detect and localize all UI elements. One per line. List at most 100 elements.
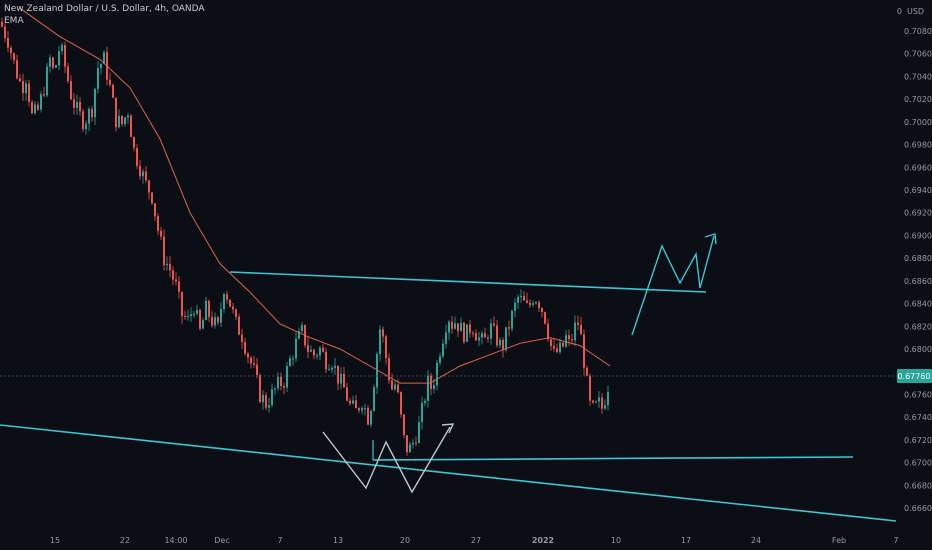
ema-indicator-label: EMA — [4, 16, 24, 26]
candle-body — [277, 376, 279, 389]
candle-body — [541, 308, 543, 313]
candle-body — [568, 335, 570, 340]
neckline[interactable] — [372, 456, 854, 461]
candle-body — [583, 334, 585, 368]
candle-body — [31, 101, 33, 114]
candle-body — [61, 45, 63, 52]
candle-body — [496, 325, 498, 346]
candle-body — [481, 333, 483, 338]
candle-body — [118, 115, 120, 128]
candle-body — [139, 165, 141, 177]
candle-body — [124, 117, 126, 125]
candle-body — [397, 384, 399, 393]
candle-body — [301, 324, 303, 332]
double-bottom-arrow[interactable] — [322, 426, 451, 494]
last-price-tag: 0.67760 — [897, 369, 932, 383]
candle-body — [355, 400, 357, 409]
time-tick-label: 27 — [471, 536, 481, 545]
candle-body — [259, 374, 261, 402]
candle-body — [109, 79, 111, 85]
candle-body — [268, 405, 270, 408]
candle-body — [253, 363, 255, 365]
candle-body — [196, 309, 198, 314]
candle-body — [460, 322, 462, 332]
candle-body — [7, 37, 9, 48]
price-tick-label: 0.66600 — [904, 504, 932, 513]
time-tick-label: 17 — [681, 536, 691, 545]
candle-body — [346, 387, 348, 401]
candle-body — [28, 83, 30, 102]
candle-body — [226, 294, 228, 300]
candle-body — [589, 375, 591, 401]
currency-label: USD — [907, 7, 924, 16]
candle-body — [454, 323, 456, 329]
candle-body — [244, 342, 246, 354]
candle-body — [409, 444, 411, 453]
candle-body — [58, 51, 60, 66]
candle-body — [448, 321, 450, 333]
candle-body — [247, 353, 249, 358]
candle-body — [97, 68, 99, 89]
candle-body — [421, 402, 423, 423]
candle-body — [232, 306, 234, 310]
candle-body — [241, 334, 243, 343]
candles — [1, 17, 609, 456]
support-trendline[interactable] — [0, 424, 897, 522]
symbol-title: New Zealand Dollar / U.S. Dollar, 4h, OA… — [4, 4, 205, 14]
candle-body — [181, 291, 183, 317]
candle-body — [319, 347, 321, 356]
time-tick-label: 7 — [277, 536, 282, 545]
candle-body — [511, 310, 513, 329]
candle-body — [586, 367, 588, 376]
candle-body — [166, 263, 168, 266]
candle-body — [46, 66, 48, 96]
breakout-arrow[interactable] — [631, 235, 715, 336]
candle-body — [601, 397, 603, 409]
candle-body — [391, 380, 393, 390]
candle-body — [400, 392, 402, 415]
candle-body — [382, 329, 384, 337]
candle-body — [379, 329, 381, 354]
double-bottom-arrowhead[interactable] — [441, 423, 455, 434]
candle-body — [133, 136, 135, 148]
candle-body — [334, 365, 336, 368]
candle-body — [127, 115, 129, 118]
candle-body — [340, 374, 342, 384]
candle-body — [190, 314, 192, 317]
candle-body — [220, 309, 222, 323]
time-axis[interactable]: 15 22 14:00 Dec 7 13 20 27 2022 10 17 24 Feb 7 — [50, 536, 899, 545]
candle-body — [19, 78, 21, 82]
candle-body — [517, 296, 519, 303]
candle-body — [142, 171, 144, 177]
candle-body — [538, 302, 540, 309]
chart-legend: New Zealand Dollar / U.S. Dollar, 4h, OA… — [4, 3, 205, 27]
candle-body — [550, 339, 552, 346]
drawings[interactable] — [0, 233, 897, 522]
resistance-trendline[interactable] — [229, 271, 707, 293]
candle-body — [34, 104, 36, 114]
candle-body — [415, 442, 417, 444]
breakout-arrowhead[interactable] — [704, 233, 717, 245]
candle-body — [274, 388, 276, 390]
candle-body — [526, 300, 528, 303]
candle-body — [88, 109, 90, 124]
candle-body — [10, 47, 12, 54]
candle-body — [211, 316, 213, 326]
candle-body — [559, 342, 561, 353]
candle-body — [571, 339, 573, 341]
candle-body — [289, 358, 291, 367]
candle-body — [100, 63, 102, 69]
